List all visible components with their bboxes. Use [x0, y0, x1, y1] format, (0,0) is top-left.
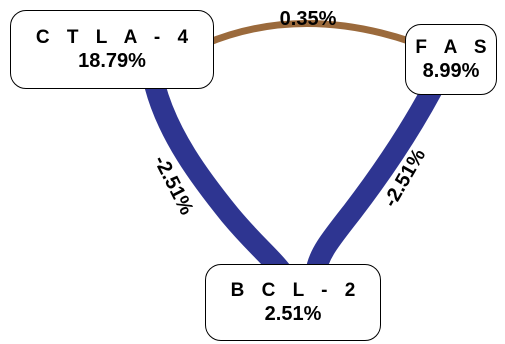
node-bcl2-name: B C L - 2 [230, 279, 362, 301]
node-bcl2-value: 2.51% [264, 302, 322, 325]
edge-ctla4-fas [203, 20, 414, 48]
node-ctla4-value: 18.79% [78, 49, 146, 72]
node-fas-value: 8.99% [422, 59, 480, 82]
node-ctla4: C T L A - 4 18.79% [10, 10, 214, 89]
edge-label-ctla4-fas: 0.35% [280, 8, 337, 30]
node-ctla4-name: C T L A - 4 [35, 26, 195, 48]
node-fas: F A S 8.99% [405, 24, 497, 95]
edge-ctla4-bcl2 [144, 83, 291, 279]
edge-fas-bcl2 [305, 85, 442, 274]
node-bcl2: B C L - 2 2.51% [205, 264, 381, 341]
node-fas-name: F A S [415, 36, 493, 58]
